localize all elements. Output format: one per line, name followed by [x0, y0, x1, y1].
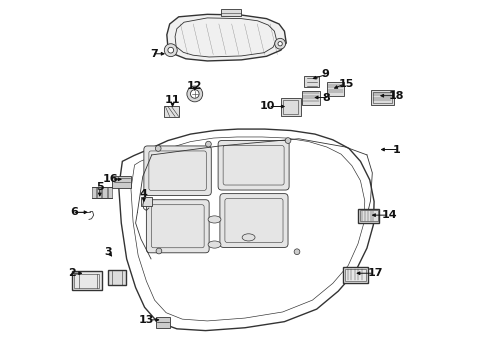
- Text: 14: 14: [382, 210, 397, 220]
- Text: 5: 5: [96, 182, 103, 192]
- Text: 3: 3: [104, 247, 112, 257]
- Text: 9: 9: [321, 69, 329, 79]
- Text: 18: 18: [389, 91, 405, 101]
- Bar: [327, 82, 344, 96]
- Polygon shape: [119, 129, 374, 330]
- Bar: [97, 187, 101, 198]
- FancyBboxPatch shape: [147, 200, 209, 253]
- Circle shape: [187, 86, 203, 102]
- FancyBboxPatch shape: [218, 140, 289, 190]
- Text: 15: 15: [338, 79, 354, 89]
- Text: 1: 1: [393, 144, 400, 154]
- Text: 2: 2: [68, 268, 76, 278]
- Ellipse shape: [208, 241, 221, 248]
- Text: 16: 16: [102, 174, 118, 184]
- Bar: [164, 107, 179, 117]
- Bar: [141, 197, 152, 206]
- Bar: [220, 9, 242, 17]
- Circle shape: [275, 39, 286, 49]
- Bar: [281, 98, 300, 116]
- Circle shape: [285, 138, 291, 143]
- Bar: [74, 274, 99, 288]
- Bar: [108, 270, 126, 285]
- Bar: [343, 267, 368, 283]
- Text: 4: 4: [140, 189, 148, 199]
- Bar: [344, 269, 366, 281]
- Ellipse shape: [242, 234, 255, 241]
- Circle shape: [156, 248, 162, 254]
- Bar: [102, 187, 107, 198]
- Text: 6: 6: [71, 207, 78, 217]
- Text: 7: 7: [150, 49, 158, 59]
- Text: 13: 13: [139, 315, 154, 325]
- Polygon shape: [167, 14, 286, 61]
- Bar: [360, 211, 378, 221]
- Bar: [112, 176, 131, 188]
- Text: 12: 12: [187, 81, 202, 91]
- Bar: [108, 187, 112, 198]
- Bar: [373, 92, 392, 103]
- Bar: [304, 76, 319, 87]
- Circle shape: [168, 47, 173, 53]
- Text: 10: 10: [259, 102, 275, 112]
- Text: 8: 8: [323, 93, 331, 103]
- Circle shape: [155, 145, 161, 151]
- Circle shape: [191, 90, 199, 98]
- Bar: [156, 317, 171, 328]
- Bar: [302, 91, 319, 105]
- Circle shape: [164, 44, 177, 57]
- Bar: [283, 100, 298, 114]
- Text: 17: 17: [368, 268, 383, 278]
- Bar: [358, 209, 379, 223]
- Bar: [370, 90, 394, 105]
- Circle shape: [205, 141, 211, 147]
- Ellipse shape: [208, 216, 221, 223]
- FancyBboxPatch shape: [144, 146, 211, 195]
- Text: 11: 11: [165, 95, 180, 105]
- Circle shape: [294, 249, 300, 255]
- Bar: [92, 187, 96, 198]
- Bar: [72, 271, 101, 290]
- FancyBboxPatch shape: [220, 194, 288, 247]
- Circle shape: [278, 41, 282, 46]
